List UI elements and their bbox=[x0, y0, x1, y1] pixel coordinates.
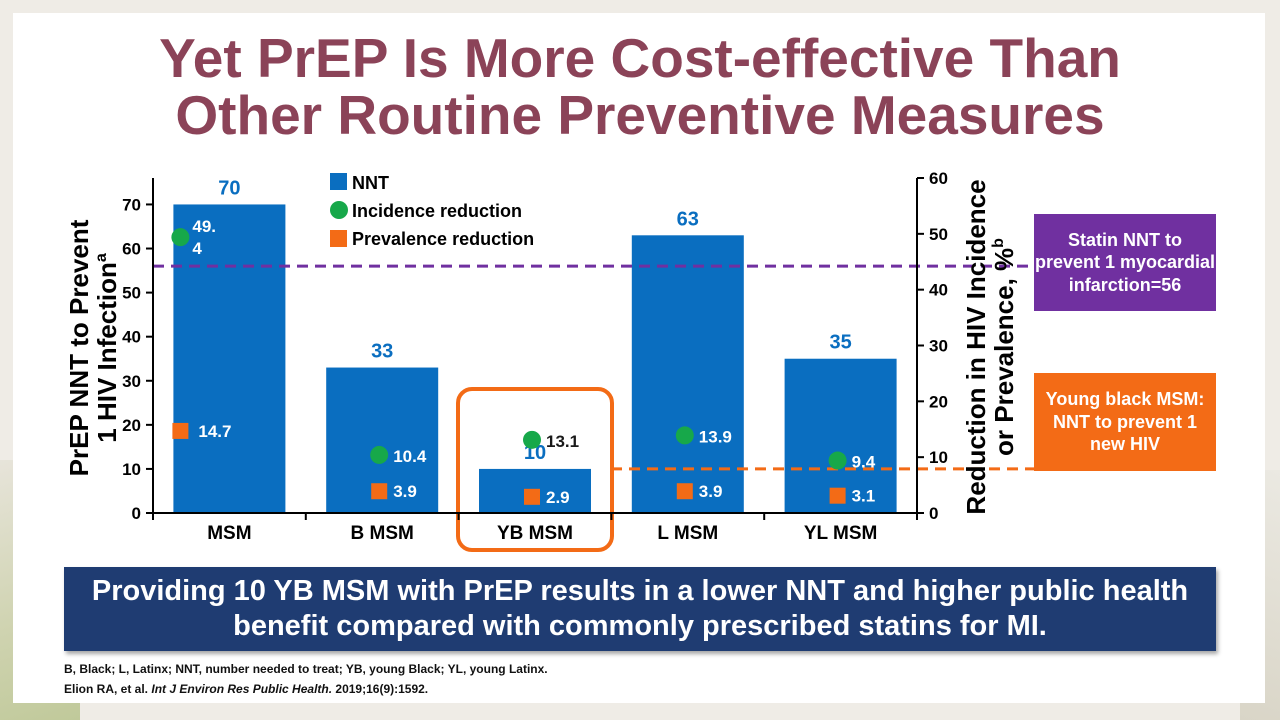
prevalence-value-label: 14.7 bbox=[198, 422, 231, 441]
incidence-marker bbox=[370, 445, 389, 464]
y-right-tick-label: 30 bbox=[929, 337, 948, 356]
incidence-value-label: 13.9 bbox=[699, 427, 732, 446]
incidence-marker bbox=[171, 228, 190, 247]
highlight-box-yb-msm bbox=[456, 387, 614, 552]
y-right-tick-label: 10 bbox=[929, 448, 948, 467]
y-right-tick-label: 40 bbox=[929, 281, 948, 300]
legend-label-prevalence: Prevalence reduction bbox=[352, 229, 534, 249]
incidence-marker bbox=[523, 430, 541, 449]
prevalence-marker bbox=[371, 483, 388, 500]
x-category-label: YB MSM bbox=[497, 523, 573, 544]
y-left-tick-label: 60 bbox=[122, 240, 141, 259]
bar-nnt-msm bbox=[173, 204, 286, 513]
incidence-value-label: 13.1 bbox=[546, 432, 579, 451]
young-black-callout: Young black MSM: NNT to prevent 1 new HI… bbox=[1034, 373, 1216, 471]
x-category-label: L MSM bbox=[657, 523, 718, 544]
bar-value-label: 35 bbox=[829, 332, 851, 354]
prevalence-value-label: 2.9 bbox=[546, 488, 570, 507]
x-category-label: B MSM bbox=[351, 523, 414, 544]
incidence-value-label: 10.4 bbox=[393, 447, 427, 466]
conclusion-banner: Providing 10 YB MSM with PrEP results in… bbox=[64, 567, 1216, 651]
y-left-tick-label: 30 bbox=[122, 372, 141, 391]
legend-swatch-nnt bbox=[330, 173, 347, 190]
citation-journal: Int J Environ Res Public Health. bbox=[151, 682, 336, 696]
y-left-tick-label: 40 bbox=[122, 328, 141, 347]
citation-footnote: Elion RA, et al. Int J Environ Res Publi… bbox=[64, 682, 428, 696]
incidence-value-label: 49. 4 bbox=[192, 217, 216, 258]
slide-title-line2: Other Routine Preventive Measures bbox=[175, 84, 1105, 146]
citation-details: 2019;16(9):1592. bbox=[335, 682, 429, 696]
bar-nnt-l-msm bbox=[631, 235, 744, 514]
statin-callout: Statin NNT to prevent 1 myocardial infar… bbox=[1034, 214, 1216, 311]
incidence-value-label: 9.4 bbox=[852, 453, 876, 472]
bar-value-label: 33 bbox=[371, 341, 393, 363]
prevalence-marker bbox=[676, 483, 693, 500]
bar-value-label: 70 bbox=[218, 177, 240, 199]
y-right-tick-label: 60 bbox=[929, 169, 948, 188]
prevalence-value-label: 3.1 bbox=[852, 487, 876, 506]
x-category-label: MSM bbox=[207, 523, 251, 544]
slide-title-line1: Yet PrEP Is More Cost-effective Than bbox=[159, 27, 1121, 89]
y-left-tick-label: 70 bbox=[122, 195, 141, 214]
slide-title: Yet PrEP Is More Cost-effective Than Oth… bbox=[0, 30, 1280, 144]
legend-swatch-incidence bbox=[330, 201, 348, 219]
abbreviations-footnote: B, Black; L, Latinx; NNT, number needed … bbox=[64, 662, 548, 676]
incidence-marker bbox=[828, 451, 847, 470]
y-axis-left-title: PrEP NNT to Prevent1 HIV Infectiona bbox=[64, 219, 122, 476]
y-left-tick-label: 10 bbox=[122, 460, 141, 479]
y-left-tick-label: 50 bbox=[122, 284, 141, 303]
prevalence-value-label: 3.9 bbox=[699, 482, 723, 501]
prevalence-marker bbox=[172, 422, 189, 439]
legend-label-nnt: NNT bbox=[352, 173, 389, 193]
incidence-marker bbox=[675, 426, 694, 445]
y-right-tick-label: 0 bbox=[929, 504, 938, 523]
prevalence-marker bbox=[829, 487, 846, 504]
legend-swatch-prevalence bbox=[330, 230, 347, 247]
y-left-tick-label: 20 bbox=[122, 416, 141, 435]
y-left-tick-label: 0 bbox=[132, 504, 141, 523]
y-right-tick-label: 20 bbox=[929, 392, 948, 411]
prevalence-marker bbox=[524, 488, 540, 505]
y-axis-right-title: Reduction in HIV Incidenceor Prevalence,… bbox=[961, 179, 1019, 514]
y-right-tick-label: 50 bbox=[929, 225, 948, 244]
bar-value-label: 63 bbox=[677, 208, 699, 230]
prevalence-value-label: 3.9 bbox=[393, 482, 417, 501]
citation-authors: Elion RA, et al. bbox=[64, 682, 152, 696]
bar-nnt-yl-msm bbox=[784, 358, 897, 513]
x-category-label: YL MSM bbox=[804, 523, 878, 544]
legend-label-incidence: Incidence reduction bbox=[352, 201, 522, 221]
